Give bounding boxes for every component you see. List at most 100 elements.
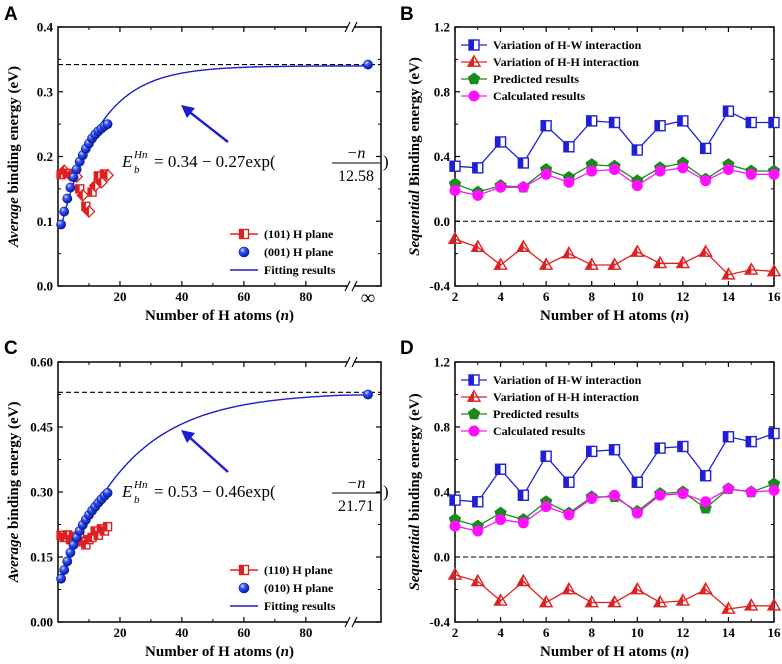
fit-formula-body: = 0.53 − 0.46exp( [154, 482, 276, 501]
y-axis-label: Average binding energy (eV) [6, 402, 22, 584]
data-point [472, 525, 484, 537]
data-point-fill [472, 496, 478, 507]
x-tick-label: 10 [631, 625, 644, 640]
data-point [654, 489, 666, 501]
series-0 [449, 427, 780, 508]
red-data-point-fill [94, 171, 99, 180]
data-point-fill [449, 568, 455, 580]
data-point-fill [518, 490, 524, 501]
legend-label-4: Calculated results [493, 89, 585, 103]
red-data-point-fill [88, 188, 93, 197]
data-point-fill [471, 240, 478, 252]
fit-formula-body: = 0.34 − 0.27exp( [154, 152, 276, 171]
data-point [654, 165, 666, 177]
series-3 [449, 162, 780, 201]
fit-formula-denominator: 21.71 [338, 498, 374, 515]
data-point [563, 176, 575, 188]
blue-data-point [62, 193, 73, 204]
legend-label-2: Variation of H-H interaction [493, 390, 639, 404]
y-tick-label: 0.3 [37, 84, 54, 99]
x-axis-label: Number of H atoms (n) [540, 308, 689, 324]
data-point-fill [494, 258, 501, 270]
data-point-fill [723, 431, 729, 442]
data-point-fill [699, 583, 706, 594]
blue-data-point [62, 556, 73, 567]
data-point-fill [609, 444, 615, 455]
data-point [700, 175, 712, 187]
data-point-fill [677, 441, 683, 452]
red-data-point-fill [63, 530, 68, 539]
data-point-fill [450, 495, 455, 506]
y-tick-label: -0.4 [429, 279, 450, 294]
axis-break-gap [348, 280, 354, 292]
data-point [700, 496, 712, 508]
x-tick-label: 20 [113, 625, 126, 640]
infinity-tick-label: ∞ [361, 287, 375, 309]
y-tick-label: 0.30 [30, 485, 53, 500]
data-point [517, 517, 529, 529]
data-point-fill [472, 162, 478, 173]
y-tick-label: 0.1 [37, 214, 53, 229]
legend: Variation of H-W interaction Variation of… [461, 38, 642, 103]
red-data-point-fill [81, 540, 86, 549]
fit-formula-sub: b [134, 164, 140, 176]
annotation-arrowhead [181, 105, 195, 118]
data-point-fill [746, 436, 752, 447]
legend-label-4: Calculated results [493, 424, 585, 438]
x-tick-label: 40 [175, 289, 188, 304]
red-data-point-fill [66, 535, 71, 544]
red-data-point-fill [63, 169, 68, 178]
data-point [652, 255, 668, 269]
panel-B: -0.4 0.0 0.4 0.8 1.2 2 4 6 8 10 12 14 16 Number of H … [407, 20, 782, 324]
data-point [745, 486, 757, 498]
red-data-point-fill [83, 205, 89, 218]
fit-curve [60, 65, 369, 228]
y-axis-label: Sequential Binding energy (eV) [407, 57, 423, 256]
data-point [495, 514, 507, 526]
x-tick-label: 4 [497, 625, 504, 640]
data-point-fill [632, 145, 638, 156]
data-point-fill [586, 446, 592, 457]
fit-formula-sup: Hn [133, 479, 148, 491]
blue-data-point [56, 573, 66, 584]
y-tick-label: 0.00 [30, 615, 53, 630]
blue-infinity-point [363, 59, 373, 70]
axis-break-mark [344, 280, 351, 292]
x-tick-label: 16 [768, 289, 782, 304]
legend: (110) H plane (010) H plane Fitting result… [230, 563, 336, 613]
annotation-arrow [186, 109, 229, 143]
panel-letter-C: C [4, 338, 18, 359]
data-point-fill [449, 232, 455, 244]
red-data-point-fill [103, 522, 108, 531]
fit-formula-numerator: −n [347, 475, 366, 492]
x-tick-label: 2 [452, 625, 459, 640]
x-tick-label: 80 [299, 625, 312, 640]
fit-formula-symbol: E [121, 482, 133, 501]
red-data-point-fill [57, 170, 62, 179]
legend-label-2: Variation of H-H interaction [493, 55, 639, 69]
panel-letter-D: D [400, 338, 414, 359]
y-axis-label: Sequential binding energy (eV) [407, 393, 423, 590]
legend-label-3: Predicted results [493, 72, 579, 86]
x-tick-label: 12 [676, 289, 689, 304]
legend-marker-fill [468, 55, 474, 67]
y-tick-label: 0.0 [434, 214, 450, 229]
data-point-fill [676, 257, 683, 268]
x-tick-label: 8 [588, 289, 595, 304]
red-data-point-fill [91, 527, 96, 535]
data-point-fill [585, 258, 592, 270]
fit-formula-close: ) [383, 482, 389, 501]
y-tick-label: 0.60 [30, 355, 53, 370]
red-data-point-fill [69, 532, 74, 541]
red-data-point-fill [88, 533, 93, 542]
y-tick-label: -0.4 [429, 615, 450, 630]
fit-formula-symbol: E [121, 152, 133, 171]
x-tick-label: 4 [497, 289, 504, 304]
data-point-fill [722, 268, 729, 279]
axis-break-mark [351, 616, 358, 628]
data-point-fill [495, 136, 501, 147]
red-data-point-fill [101, 169, 108, 181]
legend-label-1: Variation of H-W interaction [493, 373, 642, 387]
red-data-point-fill [95, 176, 102, 188]
